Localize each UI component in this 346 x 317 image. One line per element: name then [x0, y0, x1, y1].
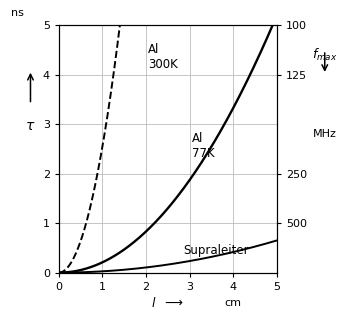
Text: cm: cm	[225, 298, 242, 308]
Text: $\tau$: $\tau$	[25, 119, 36, 133]
Text: MHz: MHz	[313, 129, 337, 139]
Text: Supraleiter: Supraleiter	[183, 244, 249, 257]
Text: Al
300K: Al 300K	[148, 43, 178, 71]
Text: ns: ns	[11, 8, 24, 18]
X-axis label: $l$  $\longrightarrow$: $l$ $\longrightarrow$	[151, 296, 184, 310]
Text: Al
77K: Al 77K	[192, 132, 215, 160]
Text: $f_{max}$: $f_{max}$	[312, 47, 338, 63]
